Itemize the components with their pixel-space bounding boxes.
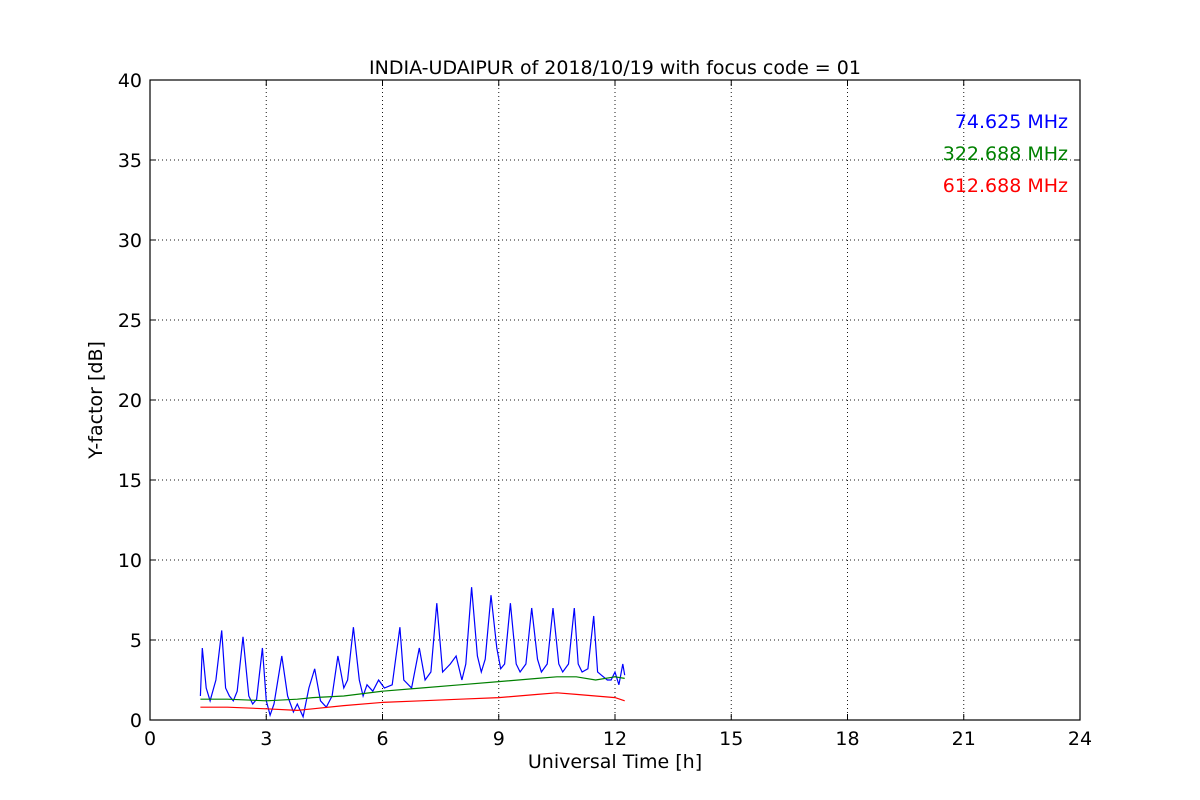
- x-axis-label: Universal Time [h]: [528, 751, 702, 773]
- y-tick-label: 40: [118, 70, 142, 92]
- legend: 74.625 MHz 322.688 MHz 612.688 MHz: [943, 111, 1068, 197]
- y-tick-label: 35: [118, 150, 142, 172]
- series-line-1: [199, 587, 626, 719]
- axis-ticks: 0 3 6 9 12 15 18 21 24 0 5 10 15 20 25 30 35 40: [118, 70, 1092, 750]
- legend-entry-2: 322.688 MHz: [943, 143, 1068, 165]
- legend-entry-3: 612.688 MHz: [943, 175, 1068, 197]
- y-tick-label: 0: [130, 710, 142, 732]
- plot-series: [199, 587, 626, 719]
- x-tick-label: 3: [260, 728, 272, 750]
- x-tick-label: 0: [144, 728, 156, 750]
- x-tick-label: 9: [493, 728, 505, 750]
- legend-entry-1: 74.625 MHz: [955, 111, 1068, 133]
- series-line-3: [200, 692, 625, 712]
- x-tick-label: 24: [1068, 728, 1092, 750]
- x-tick-label: 18: [835, 728, 859, 750]
- y-tick-label: 10: [118, 550, 142, 572]
- chart-title: INDIA-UDAIPUR of 2018/10/19 with focus c…: [369, 57, 861, 79]
- x-tick-label: 21: [952, 728, 976, 750]
- y-tick-label: 25: [118, 310, 142, 332]
- y-tick-label: 15: [118, 470, 142, 492]
- grid-lines: [150, 80, 1080, 720]
- y-axis-label: Y-factor [dB]: [85, 341, 107, 460]
- x-tick-label: 15: [719, 728, 743, 750]
- x-tick-label: 6: [376, 728, 388, 750]
- y-tick-label: 5: [130, 630, 142, 652]
- y-tick-label: 30: [118, 230, 142, 252]
- y-tick-label: 20: [118, 390, 142, 412]
- x-tick-label: 12: [603, 728, 627, 750]
- series-line-2: [200, 676, 625, 702]
